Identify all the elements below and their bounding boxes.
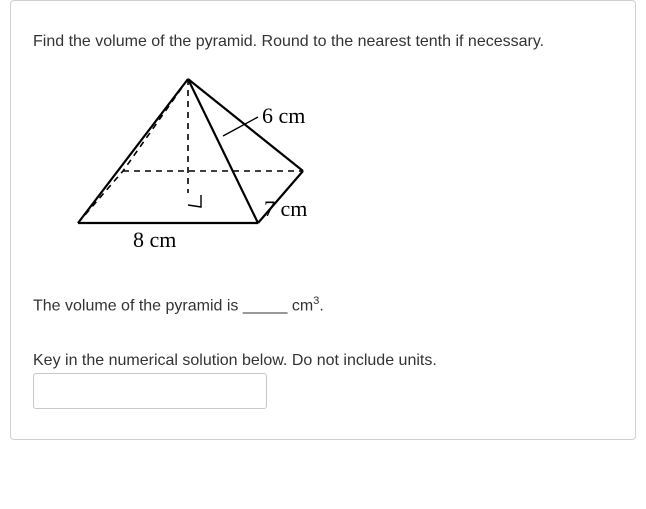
fill-blank: _____ xyxy=(243,298,288,315)
answer-input[interactable] xyxy=(33,373,267,409)
fill-unit-prefix: cm xyxy=(287,298,313,315)
label-slant-height: 6 cm xyxy=(262,103,305,129)
spacer xyxy=(33,261,613,279)
fill-suffix: . xyxy=(319,298,323,315)
question-prompt: Find the volume of the pyramid. Round to… xyxy=(33,31,613,53)
pyramid-diagram: 6 cm 7 cm 8 cm xyxy=(53,71,333,251)
label-base-front: 7 cm xyxy=(264,196,307,222)
question-card: Find the volume of the pyramid. Round to… xyxy=(10,0,636,440)
fill-sentence: The volume of the pyramid is _____ cm3. xyxy=(33,295,613,315)
pyramid-svg xyxy=(53,71,333,251)
fill-prefix: The volume of the pyramid is xyxy=(33,298,243,315)
label-base-side: 8 cm xyxy=(133,227,176,253)
spacer xyxy=(33,332,613,350)
input-instruction: Key in the numerical solution below. Do … xyxy=(33,350,613,372)
